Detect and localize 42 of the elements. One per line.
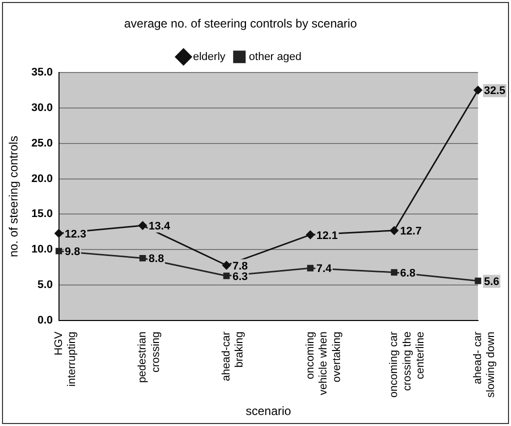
data-label: 9.8 <box>64 246 80 258</box>
data-label: 12.3 <box>64 228 86 240</box>
y-tick-label: 10.0 <box>31 244 53 256</box>
y-tick-label: 0.0 <box>38 314 53 327</box>
point <box>390 269 398 276</box>
x-axis-title: scenario <box>246 404 292 418</box>
point <box>139 254 146 262</box>
data-label: 6.3 <box>232 270 248 283</box>
y-axis-title: no. of steering controls <box>6 136 21 258</box>
point <box>223 272 230 280</box>
point <box>390 226 398 235</box>
data-label: 7.8 <box>232 260 248 272</box>
point <box>222 261 231 270</box>
point <box>138 221 147 230</box>
y-tick-label: 30.0 <box>31 102 53 114</box>
point <box>56 248 62 254</box>
data-label: 8.8 <box>148 253 164 266</box>
x-tick-label: pedestrian crossing <box>136 332 162 383</box>
point <box>474 86 482 94</box>
data-label: 12.7 <box>400 226 422 238</box>
data-label: 5.6 <box>484 276 500 288</box>
x-tick-label: ahead-car braking <box>220 331 246 382</box>
y-tick-label: 25.0 <box>31 137 53 150</box>
y-tick-label: 15.0 <box>31 208 53 220</box>
legend-label: elderly <box>193 50 226 63</box>
data-label: 13.4 <box>148 220 171 233</box>
point <box>474 278 482 284</box>
data-label: 6.8 <box>400 267 416 280</box>
y-tick-label: 5.0 <box>38 279 53 292</box>
chart-title: average no. of steering controls by scenario <box>124 16 358 31</box>
data-label: 12.1 <box>316 230 338 242</box>
data-label: 7.4 <box>316 263 332 276</box>
point <box>54 229 64 238</box>
point <box>307 264 314 272</box>
x-tick-label: oncoming vehicle when overtaking <box>304 332 343 396</box>
x-tick-label: HGV interrupting <box>52 330 78 387</box>
legend-label: other aged <box>248 50 302 63</box>
x-tick-label: oncoming car crossing the centerline <box>388 331 427 398</box>
y-tick-label: 35.0 <box>31 66 53 78</box>
y-tick-label: 20.0 <box>31 172 53 185</box>
data-label: 32.5 <box>484 85 506 98</box>
point <box>306 230 315 240</box>
